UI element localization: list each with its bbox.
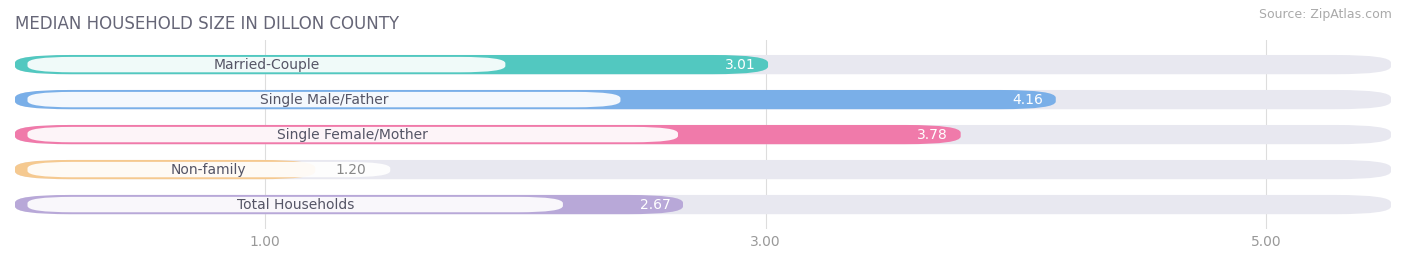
Text: Married-Couple: Married-Couple bbox=[214, 58, 319, 72]
Text: 2.67: 2.67 bbox=[640, 197, 671, 212]
Text: Single Female/Mother: Single Female/Mother bbox=[277, 128, 429, 141]
FancyBboxPatch shape bbox=[15, 90, 1056, 109]
FancyBboxPatch shape bbox=[28, 162, 391, 177]
Text: MEDIAN HOUSEHOLD SIZE IN DILLON COUNTY: MEDIAN HOUSEHOLD SIZE IN DILLON COUNTY bbox=[15, 15, 399, 33]
Text: Non-family: Non-family bbox=[172, 162, 246, 176]
FancyBboxPatch shape bbox=[15, 195, 1391, 214]
FancyBboxPatch shape bbox=[15, 90, 1391, 109]
Text: 3.01: 3.01 bbox=[724, 58, 755, 72]
FancyBboxPatch shape bbox=[15, 125, 1391, 144]
FancyBboxPatch shape bbox=[28, 92, 620, 107]
FancyBboxPatch shape bbox=[28, 127, 678, 142]
FancyBboxPatch shape bbox=[15, 55, 1391, 74]
FancyBboxPatch shape bbox=[15, 160, 315, 179]
Text: Single Male/Father: Single Male/Father bbox=[260, 93, 388, 107]
FancyBboxPatch shape bbox=[28, 197, 562, 212]
FancyBboxPatch shape bbox=[15, 125, 960, 144]
FancyBboxPatch shape bbox=[28, 57, 505, 72]
FancyBboxPatch shape bbox=[15, 195, 683, 214]
Text: 3.78: 3.78 bbox=[918, 128, 948, 141]
Text: Source: ZipAtlas.com: Source: ZipAtlas.com bbox=[1258, 8, 1392, 21]
FancyBboxPatch shape bbox=[15, 160, 1391, 179]
Text: 1.20: 1.20 bbox=[335, 162, 366, 176]
Text: Total Households: Total Households bbox=[236, 197, 354, 212]
Text: 4.16: 4.16 bbox=[1012, 93, 1043, 107]
FancyBboxPatch shape bbox=[15, 55, 768, 74]
